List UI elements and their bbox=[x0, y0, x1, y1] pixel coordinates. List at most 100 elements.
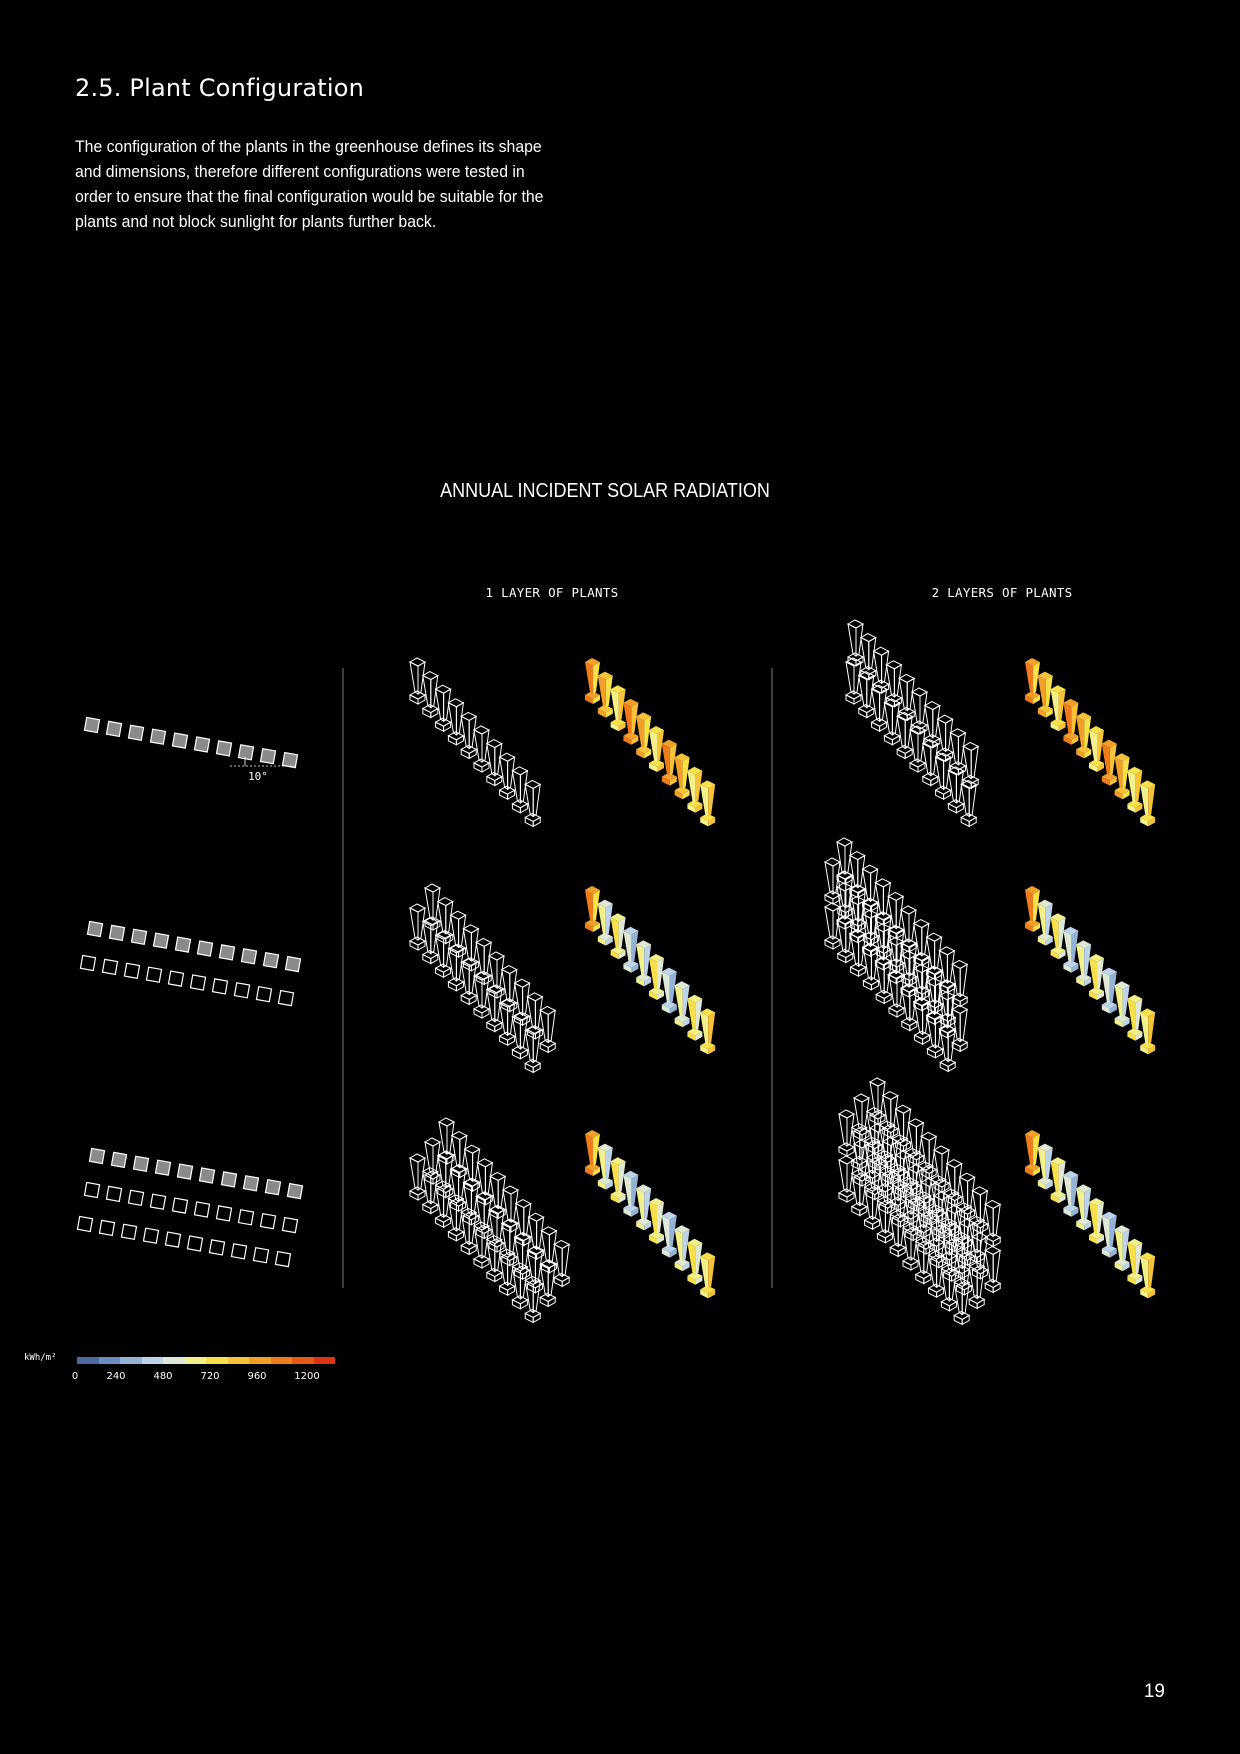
plant-column bbox=[610, 913, 626, 960]
plant-column bbox=[661, 1211, 677, 1258]
plant-column bbox=[513, 978, 531, 1027]
plant-column bbox=[585, 658, 600, 704]
plant-column bbox=[910, 687, 929, 735]
plant-column bbox=[968, 1261, 986, 1310]
plant-column bbox=[850, 1169, 868, 1217]
plant-column bbox=[868, 1077, 887, 1125]
plant-column bbox=[901, 1223, 920, 1271]
plant-column bbox=[870, 684, 888, 733]
legend-swatch bbox=[120, 1357, 142, 1364]
plant-column bbox=[1140, 780, 1156, 827]
plant-column bbox=[837, 1109, 856, 1157]
plant-column bbox=[940, 1264, 958, 1312]
plant-pot-plan bbox=[123, 962, 141, 980]
plant-pot-plan bbox=[240, 948, 258, 965]
plant-column bbox=[524, 1025, 542, 1074]
plant-column bbox=[1076, 712, 1092, 759]
plant-column bbox=[1089, 1198, 1104, 1244]
plant-pot-plan bbox=[154, 1159, 172, 1176]
plant-pot-plan bbox=[167, 970, 185, 987]
figure-title: ANNUAL INCIDENT SOLAR RADIATION bbox=[440, 480, 770, 502]
plant-column bbox=[553, 1239, 571, 1288]
plant-column bbox=[472, 725, 491, 773]
plant-column bbox=[434, 1180, 452, 1229]
plant-column bbox=[836, 916, 854, 964]
plant-column bbox=[971, 1232, 989, 1280]
plant-column bbox=[597, 1143, 613, 1190]
plant-column bbox=[1101, 1211, 1117, 1258]
plant-column bbox=[914, 1237, 932, 1285]
plant-column bbox=[926, 1011, 944, 1059]
plant-column bbox=[953, 1277, 971, 1326]
plant-pot-plan bbox=[255, 985, 273, 1003]
plant-column bbox=[623, 926, 639, 973]
plant-column bbox=[934, 752, 952, 801]
plant-column bbox=[687, 766, 703, 813]
plant-column bbox=[872, 646, 890, 695]
plant-pot-plan bbox=[108, 924, 126, 942]
plant-column bbox=[636, 940, 652, 987]
plant-column bbox=[700, 780, 716, 827]
plant-pot-plan bbox=[142, 1227, 160, 1244]
plant-column bbox=[408, 657, 427, 705]
plant-pot-plan bbox=[208, 1239, 226, 1256]
plant-column bbox=[636, 1184, 652, 1231]
plant-pot-plan bbox=[127, 724, 145, 742]
plant-pot-plan bbox=[237, 1209, 255, 1226]
plant-column bbox=[958, 1172, 976, 1221]
column-header-1-layer: 1 LAYER OF PLANTS bbox=[485, 585, 619, 600]
plant-column bbox=[1050, 685, 1066, 732]
plant-column bbox=[857, 671, 875, 719]
column-header-2-layers: 2 LAYERS OF PLANTS bbox=[931, 585, 1073, 600]
plant-column bbox=[597, 671, 613, 718]
plant-column bbox=[585, 886, 600, 932]
plant-column bbox=[900, 984, 918, 1032]
plant-column bbox=[1063, 698, 1079, 745]
plant-column bbox=[408, 903, 427, 951]
plant-column bbox=[623, 1170, 639, 1217]
plant-column bbox=[899, 950, 918, 998]
legend-swatch bbox=[292, 1357, 314, 1364]
plant-pot-plan bbox=[281, 1216, 299, 1234]
plant-pot-plan bbox=[259, 747, 277, 765]
plant-column bbox=[423, 1137, 442, 1185]
plant-column bbox=[585, 1130, 600, 1176]
plant-pot-plan bbox=[83, 1181, 101, 1199]
plant-column bbox=[610, 1157, 626, 1204]
plant-pot-plan bbox=[132, 1155, 150, 1173]
plant-column bbox=[447, 1194, 465, 1242]
plant-pot-plan bbox=[174, 936, 192, 953]
plant-column bbox=[1037, 1143, 1053, 1190]
plant-column bbox=[524, 779, 542, 828]
plant-pot-plan bbox=[145, 966, 163, 983]
plant-column bbox=[511, 1262, 529, 1310]
legend-color-bar bbox=[77, 1357, 335, 1364]
plant-column bbox=[908, 725, 927, 773]
legend-swatch bbox=[270, 1357, 292, 1364]
legend-tick-label: 960 bbox=[247, 1371, 267, 1382]
plant-pot-plan bbox=[171, 1197, 189, 1214]
isometric-models bbox=[408, 619, 1156, 1326]
plant-column bbox=[887, 970, 906, 1018]
plant-column bbox=[674, 981, 690, 1028]
angle-label: 10° bbox=[248, 770, 268, 783]
plant-column bbox=[1025, 658, 1040, 704]
plant-column bbox=[700, 1252, 716, 1299]
plant-pot-plan bbox=[105, 720, 123, 738]
plant-pot-plan bbox=[196, 940, 214, 957]
plant-column bbox=[907, 1118, 925, 1166]
plant-column bbox=[540, 1226, 558, 1274]
plant-pot-plan bbox=[286, 1182, 304, 1200]
legend-swatch bbox=[227, 1357, 249, 1364]
plant-column bbox=[649, 726, 664, 772]
plant-column bbox=[921, 739, 939, 787]
plant-pot-plan bbox=[189, 974, 207, 991]
plant-pot-plan bbox=[88, 1147, 106, 1165]
plant-column bbox=[896, 711, 914, 760]
plant-pot-plan bbox=[164, 1231, 182, 1248]
plant-column bbox=[460, 957, 478, 1006]
plant-column bbox=[1127, 994, 1143, 1041]
legend-unit: kWh/m² bbox=[24, 1353, 57, 1363]
plant-column bbox=[876, 1196, 894, 1244]
legend-tick-label: 480 bbox=[153, 1371, 173, 1382]
